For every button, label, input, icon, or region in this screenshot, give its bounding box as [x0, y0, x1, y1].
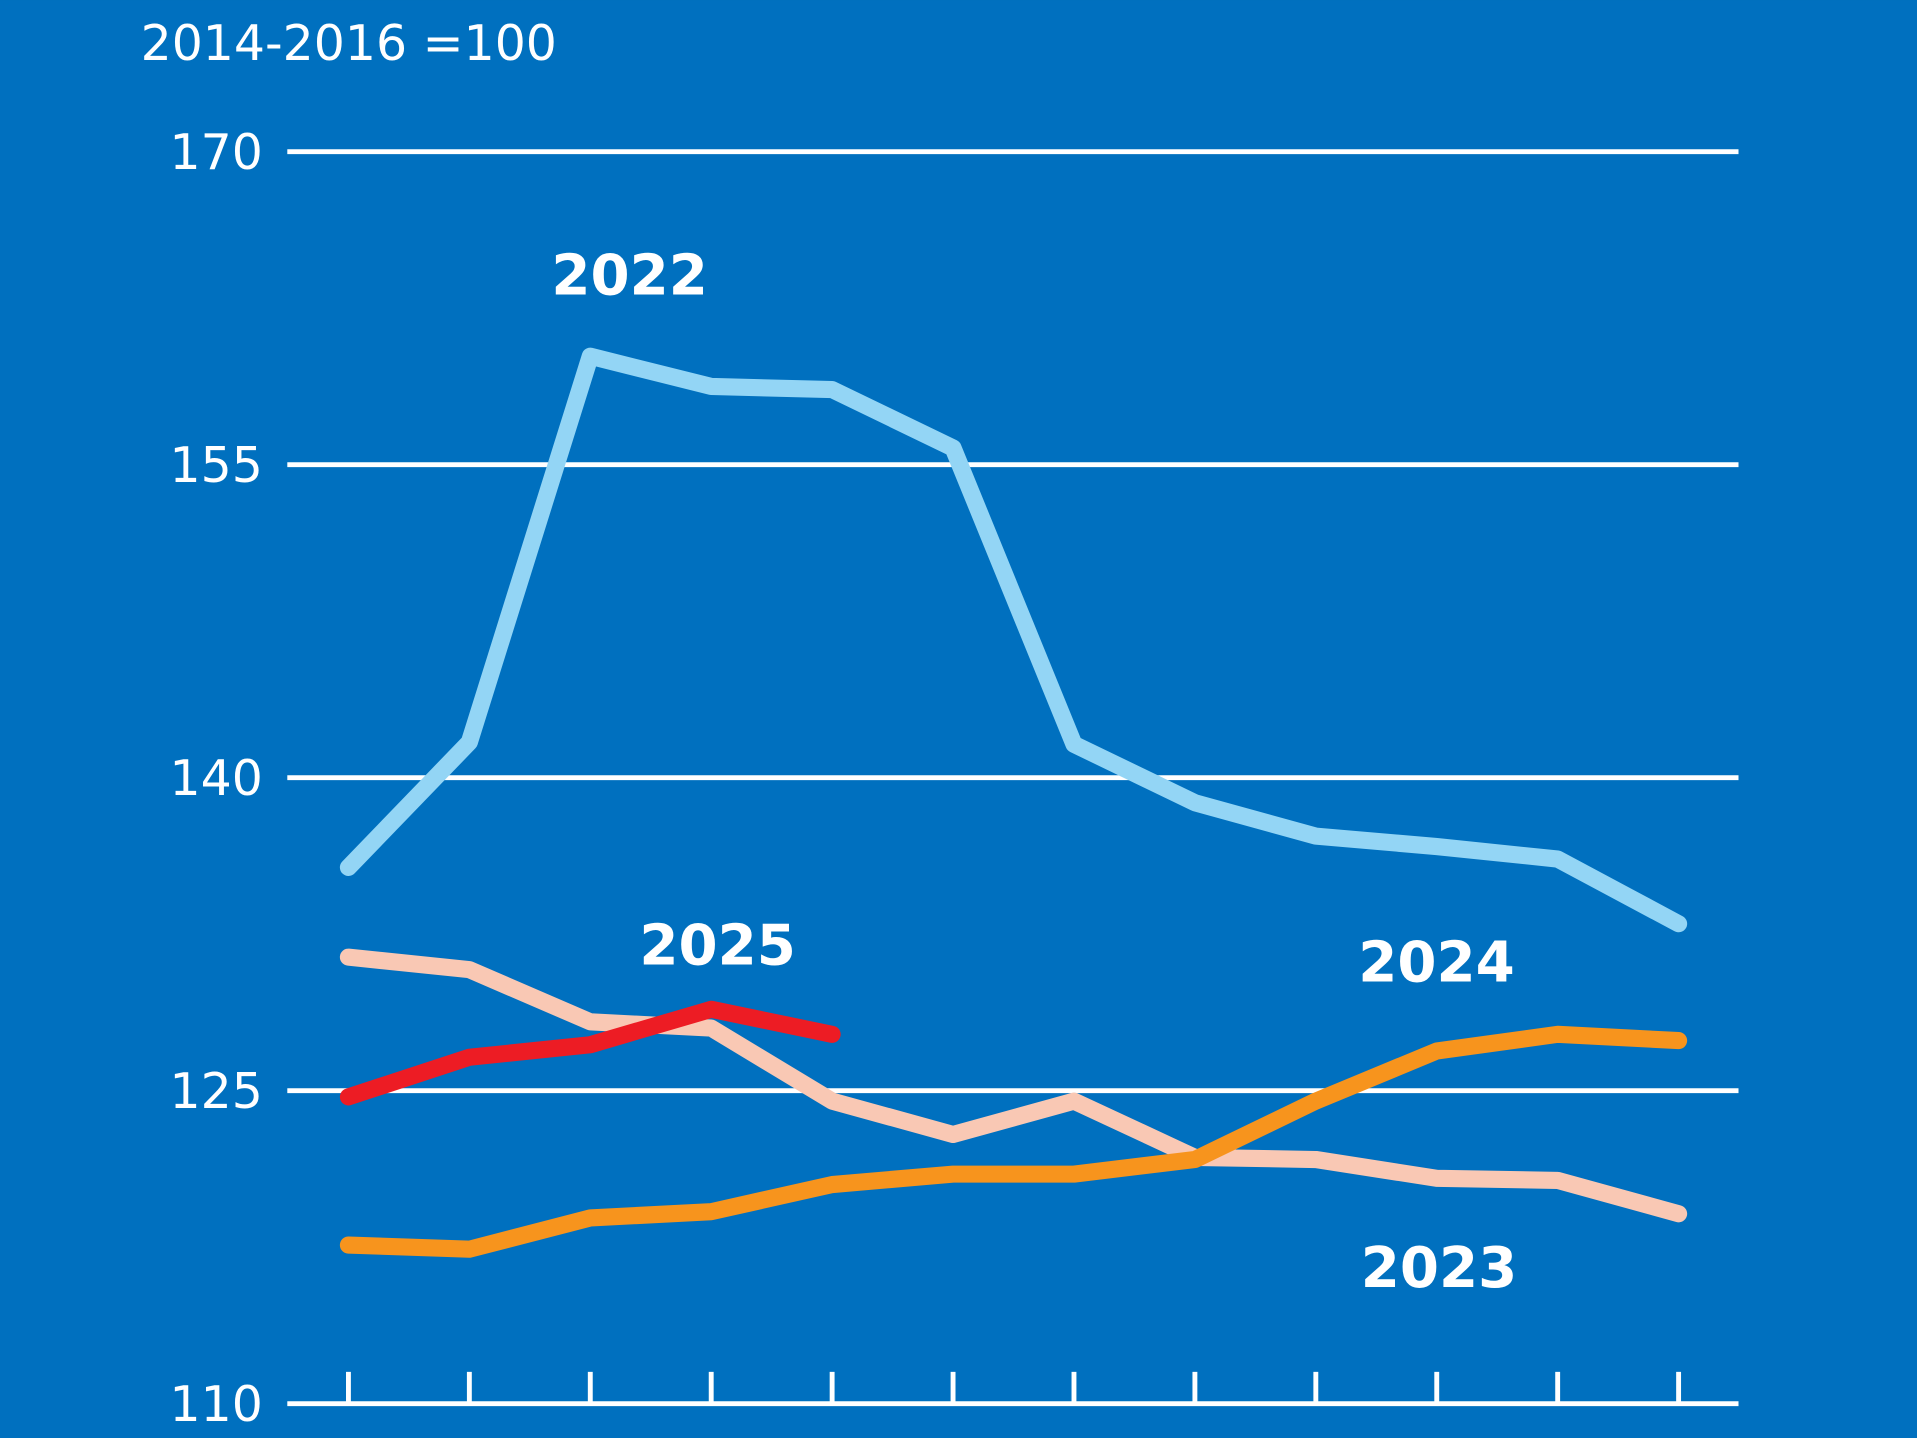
- series-label: 2024: [1358, 931, 1514, 996]
- unit-label: 2014-2016 =100: [141, 15, 557, 72]
- y-tick-label: 125: [170, 1063, 263, 1120]
- y-tick-label: 110: [170, 1376, 263, 1433]
- series-line: [339, 1025, 1688, 1258]
- series-line: [339, 948, 1688, 1223]
- y-tick-label: 140: [170, 750, 263, 807]
- series-label: 2022: [551, 243, 707, 308]
- series-label: 2023: [1361, 1236, 1517, 1301]
- series-label: 2025: [639, 913, 795, 978]
- series-line: [339, 1000, 841, 1106]
- y-tick-label: 170: [170, 124, 263, 181]
- y-tick-label: 155: [170, 437, 263, 494]
- series-line: [339, 347, 1688, 933]
